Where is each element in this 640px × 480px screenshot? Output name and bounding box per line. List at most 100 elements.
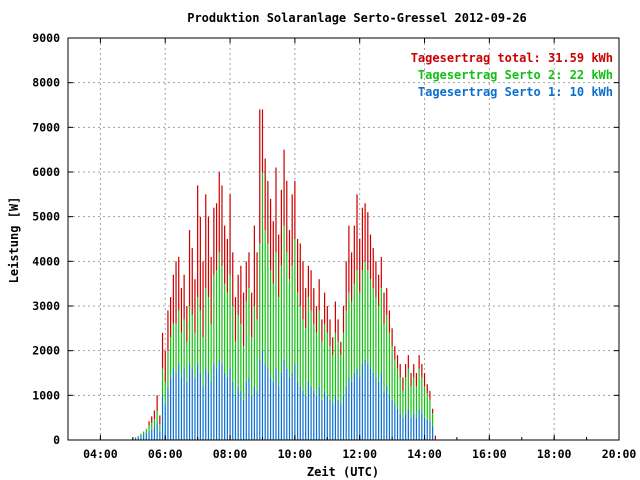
bar-segment-series-2 (418, 368, 420, 409)
bar-segment-series-1 (207, 373, 210, 440)
bar-segment-series-2 (210, 323, 212, 382)
bar-segment-series-1 (234, 395, 237, 440)
bar-segment-series-2 (326, 332, 328, 396)
bar-segment-series-1 (294, 364, 296, 440)
bar-segment-series-1 (326, 395, 328, 440)
bar-segment-series-3 (172, 274, 174, 324)
y-tick-label: 5000 (32, 210, 60, 224)
plot-frame (67, 37, 620, 441)
bar-segment-series-3 (342, 306, 345, 333)
bar-segment-series-3 (399, 364, 401, 378)
bar-segment-series-1 (153, 427, 156, 440)
bar-segment-series-1 (388, 395, 391, 440)
bar-segment-series-1 (399, 413, 401, 440)
bar-segment-series-2 (278, 297, 280, 387)
y-tick-label: 3000 (32, 299, 60, 313)
bar-segment-series-3 (432, 408, 434, 414)
bar-segment-series-1 (224, 373, 226, 440)
bar-segment-series-1 (334, 395, 337, 440)
bar-segment-series-2 (188, 306, 191, 365)
bar-segment-series-2 (134, 437, 137, 439)
bar-segment-series-1 (345, 386, 347, 440)
bar-segment-series-2 (426, 393, 428, 420)
bar-segment-series-3 (248, 252, 250, 289)
y-tick-label: 4000 (32, 254, 60, 268)
bar-segment-series-1 (221, 364, 223, 440)
legend-entry: Tagesertrag Serto 1: 10 kWh (418, 85, 613, 99)
bar-segment-series-3 (240, 265, 242, 324)
bar-segment-series-2 (191, 314, 193, 369)
bar-segment-series-2 (421, 377, 423, 414)
bar-segment-series-3 (405, 364, 407, 378)
bar-segment-series-3 (183, 274, 185, 320)
bar-segment-series-3 (170, 297, 172, 338)
bar-segment-series-1 (418, 408, 420, 440)
bar-segment-series-2 (186, 341, 188, 382)
bar-segment-series-2 (202, 337, 204, 387)
bar-segment-series-2 (353, 283, 355, 373)
bar-segment-series-1 (188, 364, 191, 440)
bar-segment-series-3 (369, 234, 372, 280)
bar-segment-series-2 (156, 410, 158, 423)
bar-segment-series-2 (345, 310, 347, 387)
bar-segment-series-1 (240, 390, 242, 440)
bar-segment-series-3 (323, 292, 326, 324)
bar-segment-series-3 (334, 301, 337, 333)
bar-segment-series-2 (356, 270, 358, 369)
bar-segment-series-3 (332, 337, 334, 356)
bar-segment-series-3 (186, 306, 188, 342)
bar-segment-series-2 (199, 310, 201, 373)
bar-segment-series-3 (178, 256, 180, 311)
bar-segment-series-1 (380, 373, 382, 440)
bar-segment-series-1 (172, 368, 174, 440)
bar-segment-series-3 (340, 341, 342, 356)
bar-segment-series-1 (275, 368, 277, 440)
bar-segment-series-1 (313, 390, 315, 440)
bar-segment-series-2 (394, 359, 396, 405)
bar-segment-series-3 (286, 180, 288, 253)
bar-segment-series-2 (405, 377, 407, 414)
bar-segment-series-2 (364, 261, 366, 360)
bar-segment-series-2 (218, 252, 220, 360)
bar-segment-series-3 (394, 346, 396, 360)
bar-segment-series-3 (280, 189, 282, 266)
bar-segment-series-1 (143, 434, 145, 440)
bars (132, 109, 436, 440)
bar-segment-series-1 (251, 395, 253, 440)
bar-segment-series-2 (305, 328, 307, 396)
bar-segment-series-1 (226, 377, 228, 440)
bar-segment-series-1 (348, 377, 350, 440)
bar-segment-series-1 (256, 390, 258, 440)
bar-segment-series-3 (151, 416, 153, 424)
bar-segment-series-1 (421, 413, 423, 440)
bar-segment-series-2 (288, 279, 291, 378)
bar-segment-series-2 (286, 252, 288, 369)
bar-segment-series-1 (386, 386, 388, 440)
bar-segment-series-3 (386, 288, 388, 315)
bar-segment-series-3 (213, 207, 215, 275)
bar-segment-series-1 (197, 364, 199, 440)
bar-segment-series-2 (334, 332, 337, 396)
bar-segment-series-3 (275, 167, 277, 253)
bar-segment-series-2 (415, 386, 418, 418)
bar-segment-series-1 (340, 404, 342, 440)
bar-segment-series-3 (259, 109, 261, 244)
bar-segment-series-1 (180, 377, 183, 440)
x-tick-label: 08:00 (213, 447, 248, 461)
bar-segment-series-2 (396, 368, 399, 409)
bar-segment-series-3 (229, 194, 231, 275)
bar-segment-series-1 (213, 364, 215, 440)
bar-segment-series-1 (245, 381, 247, 440)
x-tick-label: 06:00 (148, 447, 183, 461)
bar-segment-series-3 (434, 435, 436, 440)
bar-segment-series-1 (183, 368, 185, 440)
bar-segment-series-1 (375, 377, 377, 440)
bar-segment-series-2 (391, 346, 393, 400)
bar-segment-series-3 (180, 288, 183, 333)
bar-segment-series-3 (321, 319, 323, 342)
bar-segment-series-2 (307, 297, 309, 382)
bar-segment-series-3 (242, 292, 245, 347)
bar-segment-series-3 (429, 390, 431, 400)
bar-segment-series-3 (159, 415, 161, 425)
bar-segment-series-3 (313, 288, 315, 324)
